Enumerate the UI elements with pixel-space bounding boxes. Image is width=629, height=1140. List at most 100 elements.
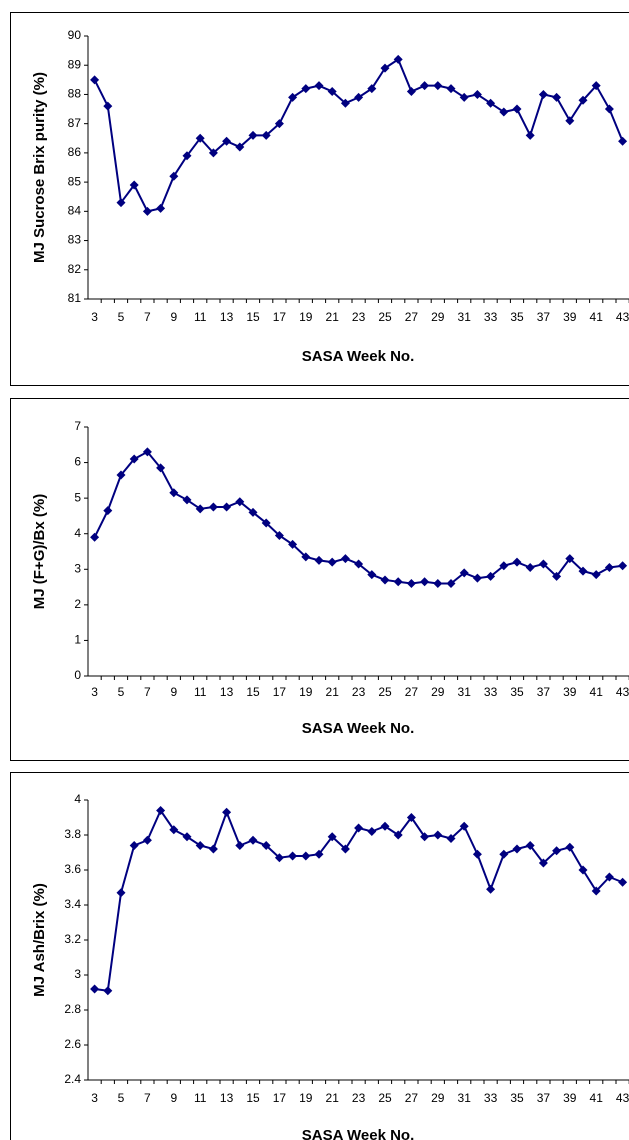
x-axis-title: SASA Week No. [302, 348, 415, 365]
y-tick-label: 88 [68, 87, 82, 101]
x-tick-label: 31 [458, 685, 472, 699]
x-tick-label: 3 [91, 310, 98, 324]
data-point [499, 107, 509, 117]
x-tick-label: 17 [273, 310, 287, 324]
data-point [235, 841, 245, 850]
data-point [169, 825, 179, 835]
data-point [208, 148, 218, 158]
data-point [156, 203, 166, 213]
data-point [261, 841, 271, 850]
data-point [103, 101, 113, 111]
x-tick-label: 33 [484, 685, 498, 699]
x-tick-label: 15 [246, 685, 260, 699]
y-axis-title: MJ Sucrose Brix purity (%) [31, 72, 48, 263]
x-tick-label: 11 [194, 1091, 207, 1105]
data-point [406, 579, 416, 589]
data-point [340, 554, 350, 564]
y-tick-label: 4 [74, 526, 81, 540]
data-point [142, 447, 152, 457]
data-point [142, 835, 152, 845]
data-point [354, 92, 364, 102]
data-point [274, 119, 284, 129]
data-point [156, 463, 166, 473]
data-point [129, 454, 139, 464]
data-point [459, 821, 469, 831]
x-tick-label: 5 [118, 685, 125, 699]
data-point [578, 95, 588, 105]
y-tick-label: 82 [68, 262, 82, 276]
y-tick-label: 2 [74, 597, 81, 611]
data-point [327, 87, 337, 97]
data-point [459, 568, 469, 578]
y-tick-label: 3 [74, 967, 81, 981]
x-tick-label: 7 [144, 310, 151, 324]
x-tick-label: 39 [563, 310, 577, 324]
x-tick-label: 3 [91, 685, 98, 699]
data-point [116, 470, 126, 480]
data-point [261, 518, 271, 528]
data-point [565, 842, 575, 852]
data-point [552, 92, 562, 102]
x-tick-label: 25 [378, 310, 392, 324]
data-point [538, 858, 548, 868]
data-point [195, 504, 205, 514]
x-tick-label: 35 [510, 1091, 524, 1105]
x-tick-label: 43 [616, 685, 629, 699]
x-tick-label: 41 [590, 1091, 604, 1105]
data-point [288, 539, 298, 549]
y-tick-label: 84 [68, 204, 82, 218]
data-point [274, 530, 284, 540]
data-point [142, 206, 152, 216]
x-tick-label: 13 [220, 310, 234, 324]
x-tick-label: 25 [378, 1091, 392, 1105]
x-tick-label: 15 [246, 310, 260, 324]
y-tick-label: 4 [74, 792, 81, 806]
data-point [459, 92, 469, 102]
data-point [393, 54, 403, 64]
x-tick-label: 15 [246, 1091, 260, 1105]
data-point [90, 532, 100, 542]
data-point [565, 116, 575, 126]
data-point [433, 579, 443, 589]
y-tick-label: 87 [68, 116, 82, 130]
y-axis-title: MJ (F+G)/Bx (%) [31, 494, 48, 609]
data-point [367, 827, 377, 836]
x-tick-label: 35 [510, 685, 524, 699]
x-axis-title: SASA Week No. [302, 720, 415, 737]
x-tick-label: 33 [484, 310, 498, 324]
data-point [354, 823, 364, 833]
y-tick-label: 3.8 [64, 827, 81, 841]
x-tick-label: 43 [616, 310, 629, 324]
y-tick-label: 2.8 [64, 1002, 81, 1016]
chart-frame [10, 398, 629, 761]
data-point [591, 81, 601, 91]
data-point [235, 142, 245, 152]
x-tick-label: 29 [431, 1091, 445, 1105]
data-point [604, 872, 614, 882]
data-point [512, 557, 522, 567]
data-point [195, 841, 205, 850]
y-tick-label: 3.6 [64, 862, 81, 876]
x-tick-label: 19 [299, 1091, 313, 1105]
y-tick-label: 2.6 [64, 1037, 81, 1051]
data-point [182, 151, 192, 161]
x-tick-label: 3 [91, 1091, 98, 1105]
x-tick-label: 11 [194, 310, 207, 324]
data-point [248, 130, 258, 140]
data-point [248, 835, 258, 845]
data-point [248, 507, 258, 517]
data-point [406, 813, 416, 822]
data-point [261, 130, 271, 140]
data-line [93, 57, 624, 213]
data-point [380, 575, 390, 585]
data-point [103, 986, 113, 996]
data-point [340, 844, 350, 854]
data-point [222, 502, 232, 512]
data-point [354, 559, 364, 569]
data-point [604, 563, 614, 573]
data-point [367, 84, 377, 94]
data-point [552, 571, 562, 581]
data-point [499, 561, 509, 571]
x-tick-label: 39 [563, 685, 577, 699]
x-tick-label: 31 [458, 1091, 472, 1105]
